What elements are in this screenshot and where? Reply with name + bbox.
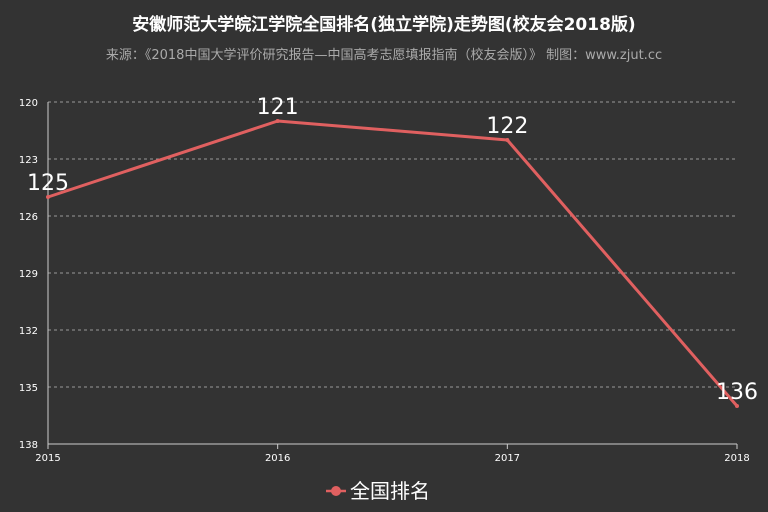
y-tick-label: 138 (19, 440, 38, 451)
y-tick-label: 120 (19, 98, 38, 109)
x-tick-label: 2015 (35, 453, 60, 464)
data-label: 122 (486, 114, 528, 139)
x-tick-label: 2017 (495, 453, 520, 464)
data-point (505, 138, 510, 142)
data-point (275, 119, 280, 123)
legend[interactable]: 全国排名 (326, 479, 430, 503)
x-tick-label: 2018 (724, 453, 749, 464)
legend-marker-icon (331, 486, 341, 496)
y-tick-label: 126 (19, 212, 38, 223)
y-tick-label: 135 (19, 383, 38, 394)
data-point (735, 404, 739, 408)
data-point (46, 195, 50, 199)
y-tick-label: 129 (19, 269, 38, 280)
y-tick-label: 123 (19, 155, 38, 166)
y-tick-label: 132 (19, 326, 38, 337)
data-label: 121 (257, 95, 299, 120)
chart-subtitle: 来源：《2018中国大学评价研究报告—中国高考志愿填报指南（校友会版）》 制图：… (106, 47, 662, 63)
series-line (47, 119, 739, 407)
plot-area: 120 123 126 129 132 135 138 2015 2016 2017 2018 125… (19, 95, 758, 464)
chart-title: 安徽师范大学皖江学院全国排名(独立学院)走势图(校友会2018版) (132, 14, 635, 35)
legend-label: 全国排名 (350, 479, 430, 503)
data-label: 125 (27, 171, 69, 196)
data-label: 136 (716, 380, 758, 405)
x-tick-label: 2016 (265, 453, 290, 464)
